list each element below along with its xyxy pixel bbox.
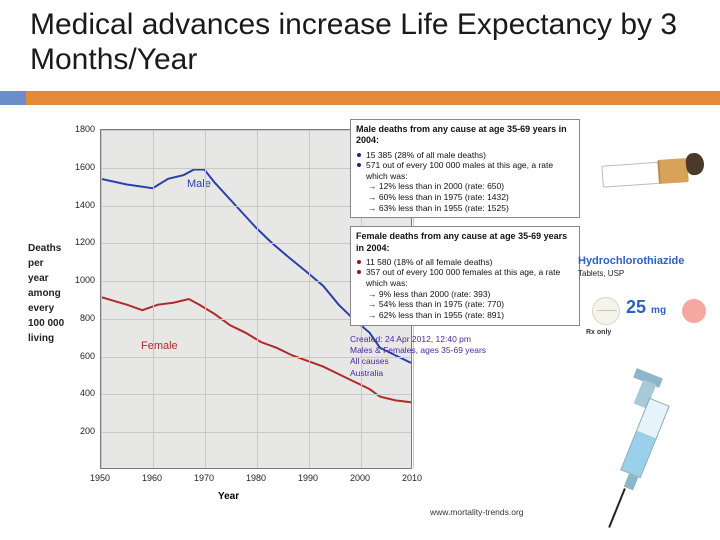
y-tick: 600 <box>80 351 95 361</box>
y-tick: 1600 <box>75 162 95 172</box>
x-tick: 1970 <box>194 473 214 483</box>
drug-sub: Tablets, USP <box>578 269 624 278</box>
syringe-icon <box>584 375 704 525</box>
x-tick: 1950 <box>90 473 110 483</box>
series-label-female: Female <box>141 340 178 352</box>
x-tick: 1980 <box>246 473 266 483</box>
accent-left <box>0 91 26 105</box>
series-label-male: Male <box>187 178 211 190</box>
content-area: Deathsperyearamongevery100 000living Mal… <box>0 115 720 540</box>
accent-right <box>26 91 720 105</box>
x-tick: 1990 <box>298 473 318 483</box>
y-tick: 1400 <box>75 200 95 210</box>
x-tick: 2010 <box>402 473 422 483</box>
dose-value: 25 <box>626 297 646 317</box>
pills-row: 25 mg Rx only <box>582 291 706 339</box>
male-info-box: Male deaths from any cause at age 35-69 … <box>350 119 580 218</box>
cigarette-tip <box>685 152 705 176</box>
syringe-body <box>620 398 670 479</box>
title-wrap: Medical advances increase Life Expectanc… <box>30 8 720 77</box>
syringe-needle <box>608 488 626 528</box>
dose-text: 25 mg <box>626 297 666 318</box>
rx-only: Rx only <box>586 329 611 336</box>
y-tick: 1000 <box>75 275 95 285</box>
source-citation: www.mortality-trends.org <box>430 507 524 517</box>
pill-white-icon <box>592 297 620 325</box>
dose-unit: mg <box>651 305 666 316</box>
info-column: Male deaths from any cause at age 35-69 … <box>350 119 580 379</box>
drug-name: Hydrochlorothiazide <box>578 255 684 267</box>
x-axis-label: Year <box>218 491 239 502</box>
y-tick: 200 <box>80 426 95 436</box>
chart-metadata: Created: 24 Apr 2012, 12:40 pmMales & Fe… <box>350 334 580 380</box>
x-tick: 2000 <box>350 473 370 483</box>
y-axis-label: Deathsperyearamongevery100 000living <box>28 241 88 346</box>
y-tick: 400 <box>80 388 95 398</box>
side-images: Hydrochlorothiazide Tablets, USP 25 mg R… <box>582 115 712 535</box>
slide-title: Medical advances increase Life Expectanc… <box>30 8 720 77</box>
cigarette-icon <box>600 123 710 213</box>
y-tick: 1800 <box>75 124 95 134</box>
drug-label: Hydrochlorothiazide Tablets, USP <box>578 255 712 279</box>
accent-bar <box>0 91 720 105</box>
female-info-box: Female deaths from any cause at age 35-6… <box>350 226 580 325</box>
syringe-hub <box>624 474 639 491</box>
x-tick: 1960 <box>142 473 162 483</box>
cigarette-filter <box>657 158 689 184</box>
slide: Medical advances increase Life Expectanc… <box>0 0 720 540</box>
y-tick: 800 <box>80 313 95 323</box>
pill-pink-icon <box>682 299 706 323</box>
y-tick: 1200 <box>75 237 95 247</box>
